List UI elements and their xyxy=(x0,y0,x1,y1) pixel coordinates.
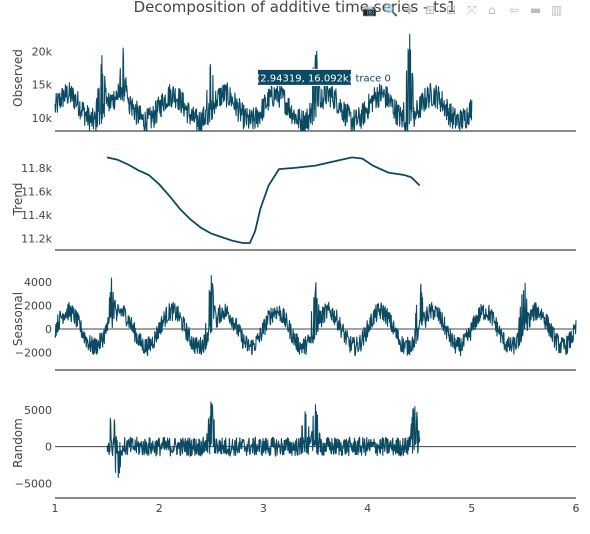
y-tick-label-observed: 20k xyxy=(32,46,53,59)
panel-trend: 11.2k 11.4k 11.6k 11.8k Trend xyxy=(11,156,576,251)
y-axis-label-observed: Observed xyxy=(11,49,25,107)
x-tick-label: 4 xyxy=(364,502,371,515)
x-tick-label: 5 xyxy=(468,502,475,515)
home-icon[interactable]: ⌂ xyxy=(488,3,496,17)
y-tick-label-observed: 15k xyxy=(32,79,53,92)
chart-title: Decomposition of additive time series - … xyxy=(133,0,457,16)
autoscale-icon[interactable]: ⤧ xyxy=(467,3,477,17)
y-axis-label-random: Random xyxy=(11,418,25,468)
pan-icon[interactable]: ✚ xyxy=(404,3,415,17)
y-axis-label-seasonal: Seasonal xyxy=(11,292,25,346)
y-tick-label-trend: 11.6k xyxy=(21,185,52,198)
plotly-logo-icon[interactable]: ▥ xyxy=(551,3,563,17)
y-tick-label-trend: 11.4k xyxy=(21,209,52,222)
series-line-random[interactable] xyxy=(106,401,421,478)
y-tick-label-seasonal: 4000 xyxy=(24,276,52,289)
y-tick-label-trend: 11.8k xyxy=(21,162,52,175)
x-tick-label: 6 xyxy=(573,502,580,515)
tooltip-value: (2.94319, 16.092k) xyxy=(256,73,352,84)
x-tick-label: 1 xyxy=(52,502,59,515)
zoom-icon[interactable]: 🔍 xyxy=(383,3,398,17)
zoom-in-icon[interactable]: ⊞ xyxy=(425,3,436,17)
hover-tooltip: (2.94319, 16.092k) trace 0 xyxy=(256,68,391,86)
panel-observed: 10k 15k 20k Observed xyxy=(11,33,576,132)
compare-hover-icon[interactable]: ▬ xyxy=(530,3,542,17)
y-tick-label-trend: 11.2k xyxy=(21,232,52,245)
zoom-out-icon[interactable]: ⊟ xyxy=(446,3,457,17)
y-axis-label-trend: Trend xyxy=(11,183,25,217)
y-tick-label-random: 5000 xyxy=(24,404,52,417)
y-tick-label-seasonal: 0 xyxy=(45,323,52,336)
series-line-observed[interactable] xyxy=(54,33,473,132)
tooltip-trace-name: trace 0 xyxy=(355,73,390,84)
y-tick-label-random: 0 xyxy=(45,441,52,454)
y-tick-label-random: −5000 xyxy=(15,477,52,490)
tooltip-box xyxy=(256,68,352,86)
series-line-trend[interactable] xyxy=(106,156,421,244)
series-line-seasonal[interactable] xyxy=(54,275,577,357)
camera-icon[interactable]: 📷 xyxy=(362,3,377,17)
panel-seasonal: −2000 0 2000 4000 Seasonal xyxy=(11,275,577,371)
x-tick-label: 3 xyxy=(260,502,267,515)
y-tick-label-seasonal: 2000 xyxy=(24,300,52,313)
x-tick-label: 2 xyxy=(156,502,163,515)
y-tick-label-observed: 10k xyxy=(32,112,53,125)
y-tick-label-seasonal: −2000 xyxy=(15,346,52,359)
spike-lines-icon[interactable]: ⇦ xyxy=(509,3,520,17)
